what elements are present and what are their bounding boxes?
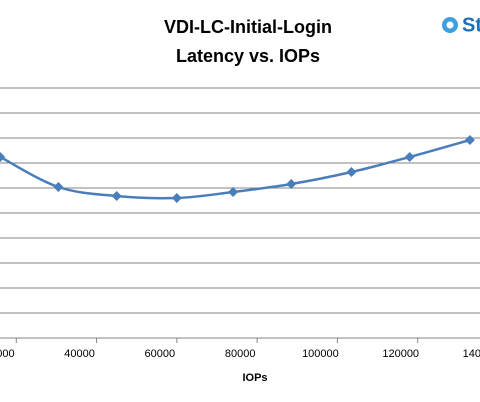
data-point xyxy=(111,191,122,201)
data-point xyxy=(228,187,239,197)
data-point xyxy=(53,182,64,192)
x-tick-label: 80000 xyxy=(225,348,256,360)
chart-title: VDI-LC-Initial-Login xyxy=(164,17,332,37)
data-point xyxy=(286,179,297,189)
x-tick-label: 60000 xyxy=(145,348,176,360)
x-tick-label: 20000 xyxy=(0,348,15,360)
data-point xyxy=(346,167,357,177)
data-point xyxy=(404,152,415,162)
data-point xyxy=(171,193,182,203)
x-tick-label: 40000 xyxy=(64,348,95,360)
x-tick-label: 140000 xyxy=(463,348,480,360)
x-tick-label: 100000 xyxy=(302,348,339,360)
chart-subtitle: Latency vs. IOPs xyxy=(176,46,320,66)
x-tick-label: 120000 xyxy=(382,348,419,360)
x-axis-label: IOPs xyxy=(242,372,267,384)
data-point xyxy=(0,152,6,162)
data-point xyxy=(464,135,475,145)
logo-text: St xyxy=(462,14,480,36)
logo-icon-hole xyxy=(446,21,454,29)
